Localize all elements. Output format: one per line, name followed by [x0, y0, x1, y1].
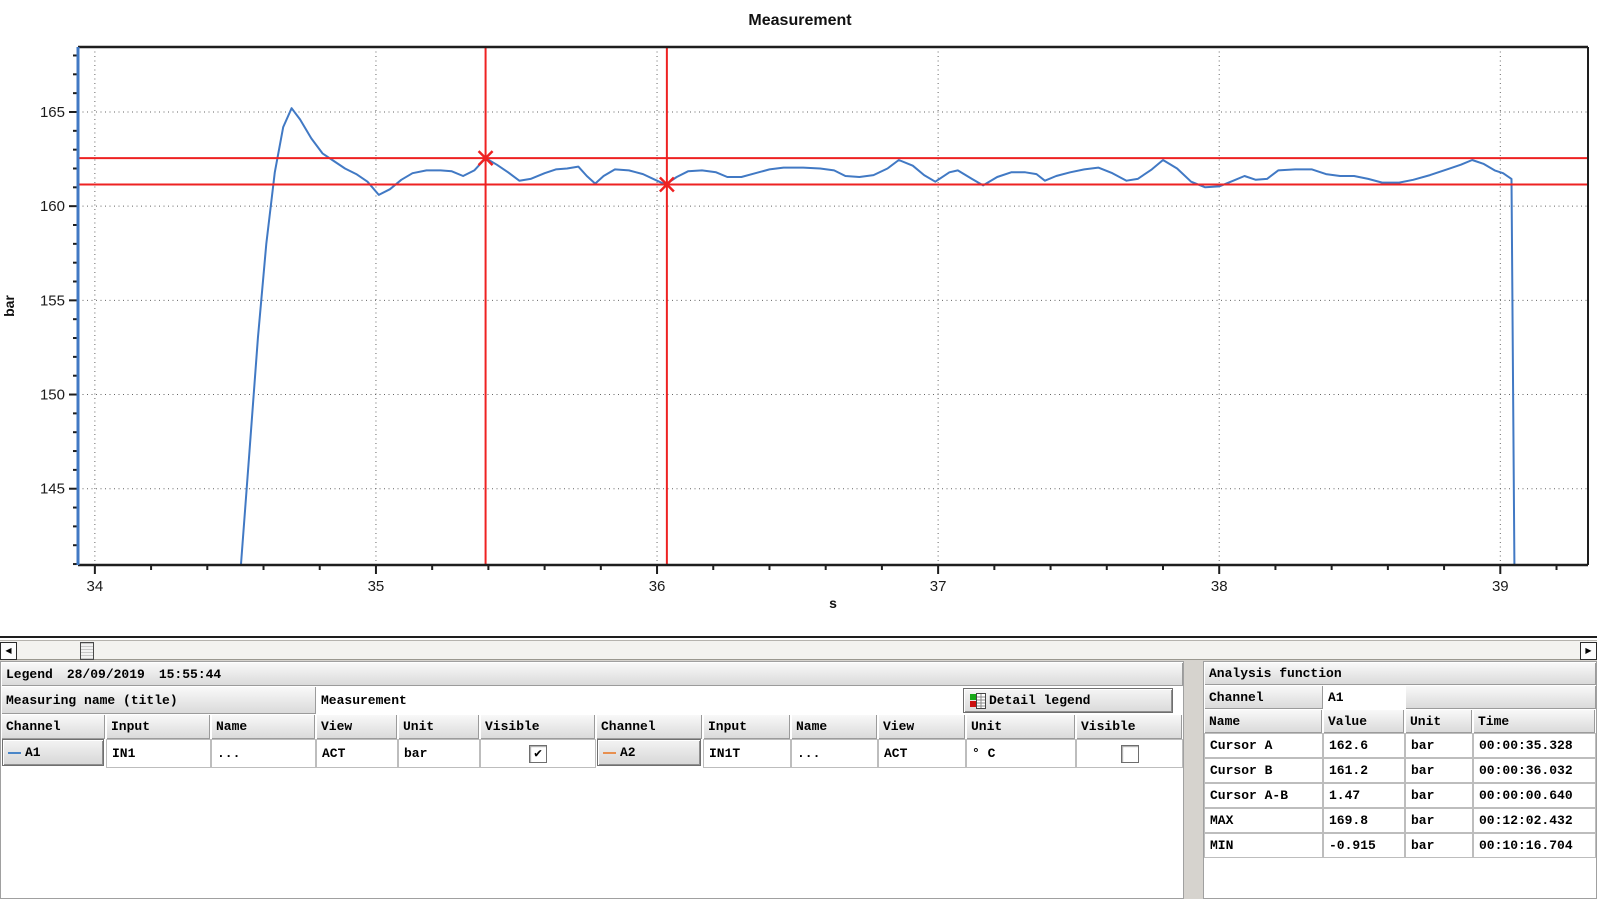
channel-input-value: IN1 — [106, 739, 211, 768]
analysis-row-0-unit: bar — [1405, 733, 1473, 758]
channel-input-value: IN1T — [703, 739, 791, 768]
channel-visible-cell — [1076, 739, 1183, 768]
channel-color-swatch — [603, 751, 616, 754]
scrollbar-thumb[interactable] — [80, 642, 94, 660]
analysis-col-name: Name — [1204, 709, 1322, 733]
analysis-title: Analysis function — [1204, 662, 1596, 685]
analysis-row-0-value: 162.6 — [1323, 733, 1405, 758]
analysis-row-3-name: MAX — [1204, 808, 1323, 833]
channel-view-value: ACT — [878, 739, 966, 768]
analysis-col-unit: Unit — [1405, 709, 1472, 733]
analysis-row-1-unit: bar — [1405, 758, 1473, 783]
y-tick-label: 150 — [40, 387, 65, 404]
detail-legend-button[interactable]: Detail legend — [963, 688, 1173, 713]
channel-name: A1 — [25, 745, 41, 760]
y-axis-label: bar — [1, 295, 17, 317]
y-tick-label: 145 — [40, 481, 65, 498]
analysis-row-3-value: 169.8 — [1323, 808, 1405, 833]
analysis-row-4-unit: bar — [1405, 833, 1473, 858]
channel-view-value: ACT — [316, 739, 398, 768]
scroll-left-icon: ◀ — [5, 646, 12, 655]
legend-col-visible: Visible — [480, 714, 595, 739]
legend-panel: Legend 28/09/2019 15:55:44 Measuring nam… — [0, 661, 1184, 899]
analysis-row-4-value: -0.915 — [1323, 833, 1405, 858]
measuring-name-value[interactable]: Measurement — [316, 686, 963, 714]
analysis-row-0-name: Cursor A — [1204, 733, 1323, 758]
visible-checkbox-a2[interactable] — [1120, 744, 1139, 763]
chart-divider — [0, 636, 1597, 638]
analysis-row-1-name: Cursor B — [1204, 758, 1323, 783]
analysis-panel: Analysis function Channel A1 Name Value Un… — [1203, 661, 1597, 899]
legend-col-input: Input — [106, 714, 210, 739]
y-tick-label: 155 — [40, 292, 65, 309]
channel-unit-value: ° C — [966, 739, 1076, 768]
legend-col-channel: Channel — [1, 714, 105, 739]
analysis-row-3-time: 00:12:02.432 — [1473, 808, 1596, 833]
scroll-right-icon: ▶ — [1585, 646, 1592, 655]
legend-col-unit: Unit — [966, 714, 1075, 739]
legend-col-input: Input — [703, 714, 790, 739]
legend-col-view: View — [316, 714, 397, 739]
analysis-row-3-unit: bar — [1405, 808, 1473, 833]
detail-legend-icon — [970, 692, 986, 709]
channel-name-value: ... — [211, 739, 316, 768]
analysis-channel-value[interactable]: A1 — [1323, 685, 1405, 709]
x-tick-label: 35 — [368, 578, 385, 595]
channel-button-a1[interactable]: A1 — [2, 739, 104, 766]
analysis-row-2-name: Cursor A-B — [1204, 783, 1323, 808]
x-tick-label: 39 — [1492, 578, 1509, 595]
analysis-row-1-time: 00:00:36.032 — [1473, 758, 1596, 783]
scroll-right-button[interactable]: ▶ — [1580, 642, 1597, 660]
legend-col-unit: Unit — [398, 714, 479, 739]
analysis-row-2-unit: bar — [1405, 783, 1473, 808]
channel-unit-value: bar — [398, 739, 480, 768]
x-tick-label: 34 — [87, 578, 104, 595]
x-tick-label: 36 — [649, 578, 666, 595]
measuring-name-label: Measuring name (title) — [1, 686, 316, 714]
analysis-col-value: Value — [1323, 709, 1404, 733]
legend-col-name: Name — [211, 714, 315, 739]
legend-label: Legend — [6, 666, 53, 682]
data-curve-A1 — [240, 107, 1516, 565]
plot-area[interactable]: 34 35 36 37 38 39 145 150 155 160 165 — [40, 45, 1589, 595]
channel-button-a2[interactable]: A2 — [597, 739, 701, 766]
y-tick-label: 165 — [40, 104, 65, 121]
legend-date: 28/09/2019 — [66, 666, 145, 682]
cursor-a-marker[interactable] — [477, 150, 494, 167]
analysis-col-time: Time — [1473, 709, 1595, 733]
analysis-row-2-time: 00:00:00.640 — [1473, 783, 1596, 808]
measurement-chart[interactable]: Measurement bar s 34 35 36 37 38 39 145 150 155 1… — [0, 0, 1597, 636]
legend-col-view: View — [878, 714, 965, 739]
channel-name-value: ... — [791, 739, 878, 768]
analysis-channel-filler — [1405, 685, 1596, 709]
analysis-row-4-name: MIN — [1204, 833, 1323, 858]
legend-time: 15:55:44 — [158, 666, 222, 682]
analysis-row-4-time: 00:10:16.704 — [1473, 833, 1596, 858]
cursor-b-marker[interactable] — [658, 176, 675, 193]
legend-col-channel: Channel — [596, 714, 702, 739]
visible-checkbox-a1[interactable]: ✔ — [529, 744, 547, 763]
scroll-left-button[interactable]: ◀ — [0, 642, 17, 660]
channel-name: A2 — [620, 745, 636, 760]
legend-col-visible: Visible — [1076, 714, 1182, 739]
x-tick-label: 38 — [1211, 578, 1228, 595]
y-tick-label: 160 — [40, 198, 65, 215]
legend-col-name: Name — [791, 714, 877, 739]
chart-title: Measurement — [748, 12, 852, 29]
channel-visible-cell: ✔ — [480, 739, 596, 768]
analysis-row-1-value: 161.2 — [1323, 758, 1405, 783]
x-tick-label: 37 — [930, 578, 947, 595]
channel-color-swatch — [8, 751, 21, 754]
analysis-row-0-time: 00:00:35.328 — [1473, 733, 1596, 758]
horizontal-scrollbar[interactable]: ◀ ▶ — [0, 640, 1597, 660]
x-axis-label: s — [829, 595, 837, 611]
analysis-row-2-value: 1.47 — [1323, 783, 1405, 808]
analysis-channel-label: Channel — [1204, 685, 1323, 709]
legend-header-bar: Legend 28/09/2019 15:55:44 — [1, 662, 1183, 686]
